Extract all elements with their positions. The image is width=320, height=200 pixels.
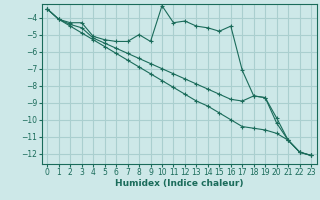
X-axis label: Humidex (Indice chaleur): Humidex (Indice chaleur) bbox=[115, 179, 244, 188]
